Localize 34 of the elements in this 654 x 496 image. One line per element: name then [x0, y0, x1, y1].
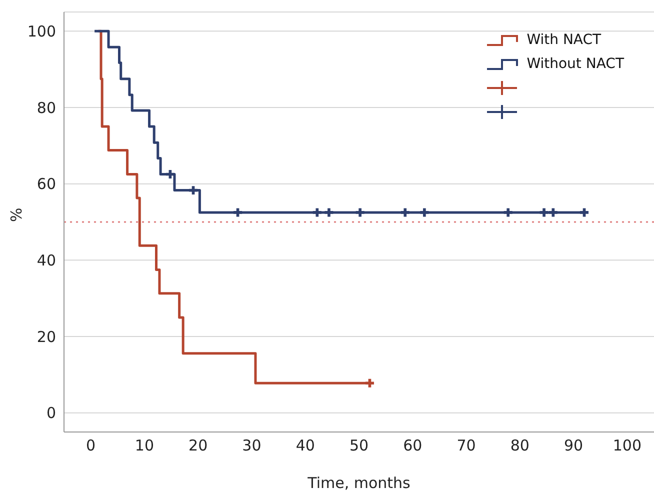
- x-tick-label: 40: [296, 436, 315, 455]
- point: [548, 208, 558, 217]
- x-tick-label: 80: [510, 436, 530, 455]
- y-tick-label: 0: [46, 404, 56, 422]
- point: [540, 208, 548, 217]
- x-tick-label: 20: [188, 436, 208, 455]
- legend-label: Without NACT: [526, 56, 624, 72]
- x-tick-label: 90: [564, 436, 584, 455]
- x-tick-label: 60: [403, 436, 422, 455]
- point: [400, 208, 410, 217]
- point: [420, 208, 429, 217]
- point: [324, 208, 334, 217]
- point: [356, 208, 364, 217]
- y-axis-title: %: [7, 208, 26, 222]
- x-tick-label: 70: [456, 436, 476, 455]
- x-tick-label: 0: [86, 436, 96, 455]
- y-tick-label: 80: [36, 98, 56, 117]
- point: [312, 208, 322, 217]
- y-tick-label: 60: [36, 175, 56, 194]
- x-tick-label: 100: [612, 436, 642, 455]
- point: [189, 186, 198, 195]
- legend-label: With NACT: [526, 32, 602, 48]
- x-tick-label: 10: [134, 436, 154, 455]
- point: [234, 208, 242, 217]
- y-tick-label: 20: [36, 328, 56, 346]
- y-tick-label: 40: [36, 252, 56, 270]
- point: [365, 378, 374, 388]
- point: [504, 208, 512, 217]
- x-tick-label: 30: [242, 436, 262, 455]
- point: [166, 170, 174, 179]
- x-tick-label: 50: [349, 436, 369, 455]
- x-axis-title: Time, months: [306, 474, 411, 492]
- point: [580, 208, 589, 217]
- y-tick-label: 100: [27, 22, 56, 40]
